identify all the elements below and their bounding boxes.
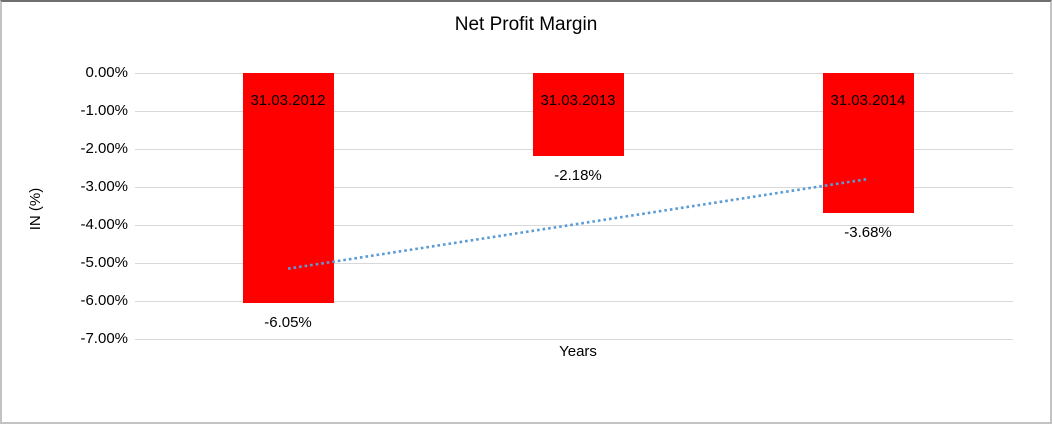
y-axis-title: IN (%) xyxy=(27,187,44,231)
x-axis-title: Years xyxy=(559,343,597,360)
category-label: 31.03.2014 xyxy=(830,92,906,109)
category-label: 31.03.2012 xyxy=(250,92,326,109)
value-label: -6.05% xyxy=(264,313,312,331)
value-label: -2.18% xyxy=(554,166,602,184)
y-tick-label: -5.00% xyxy=(80,254,128,271)
chart-title: Net Profit Margin xyxy=(454,14,598,35)
bar-31.03.2013 xyxy=(532,73,624,156)
y-gridline xyxy=(135,300,1013,302)
y-tick-label: -2.00% xyxy=(80,140,128,157)
y-tick-label: -6.00% xyxy=(80,292,128,309)
y-gridline xyxy=(135,338,1013,340)
y-tick-label: -1.00% xyxy=(80,102,128,119)
category-label: 31.03.2013 xyxy=(540,92,616,109)
y-tick-label: -7.00% xyxy=(80,330,128,347)
value-label: -3.68% xyxy=(844,223,892,241)
y-tick-label: -4.00% xyxy=(80,216,128,233)
y-tick-label: -3.00% xyxy=(80,178,128,195)
y-tick-label: 0.00% xyxy=(85,64,128,81)
